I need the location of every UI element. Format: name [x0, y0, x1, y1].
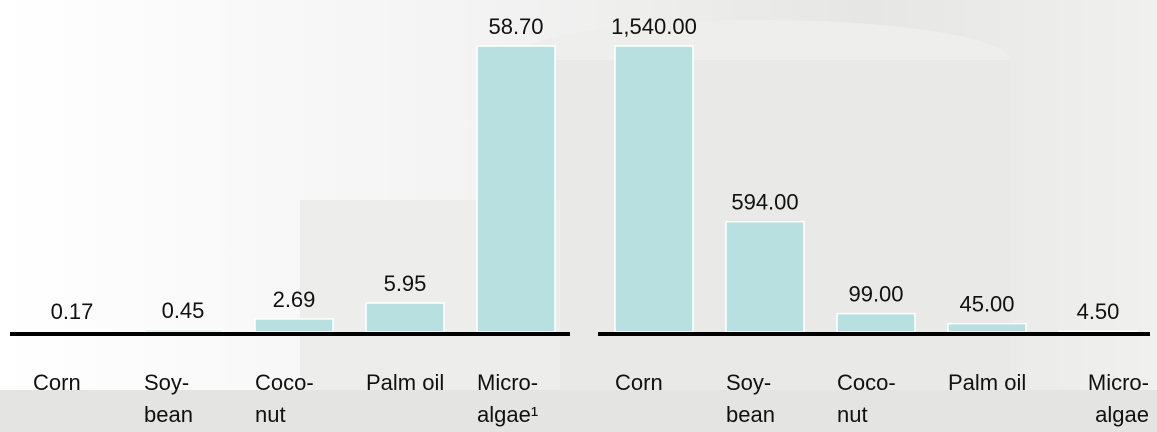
bar	[725, 220, 805, 333]
category-label: Palm oil	[366, 370, 444, 395]
category-label: Coco-	[837, 370, 896, 395]
bar	[614, 45, 694, 333]
value-label: 58.70	[488, 14, 543, 39]
value-label: 0.17	[51, 299, 94, 324]
bar	[947, 322, 1027, 333]
category-label: Coco-	[255, 370, 314, 395]
value-label: 99.00	[848, 282, 903, 307]
ground	[0, 390, 1157, 432]
bar	[32, 330, 112, 333]
bar	[365, 302, 445, 333]
category-label: bean	[726, 402, 775, 427]
bar	[254, 318, 334, 333]
value-label: 1,540.00	[611, 14, 697, 39]
bar	[1058, 330, 1138, 333]
category-label: algae	[1095, 402, 1149, 427]
category-label: algae¹	[477, 402, 538, 427]
value-label: 5.95	[384, 271, 427, 296]
value-label: 0.45	[162, 298, 205, 323]
category-label: nut	[255, 402, 286, 427]
category-label: Soy-	[144, 370, 189, 395]
value-label: 4.50	[1077, 299, 1120, 324]
category-label: Soy-	[726, 370, 771, 395]
category-label: Micro-	[1088, 370, 1149, 395]
value-label: 45.00	[959, 292, 1014, 317]
bar	[836, 312, 916, 333]
category-label: Palm oil	[948, 370, 1026, 395]
category-label: Micro-	[477, 370, 538, 395]
category-label: Corn	[33, 370, 81, 395]
category-label: nut	[837, 402, 868, 427]
value-label: 594.00	[731, 190, 798, 215]
bar	[476, 45, 556, 333]
value-label: 2.69	[273, 287, 316, 312]
category-label: bean	[144, 402, 193, 427]
category-label: Corn	[615, 370, 663, 395]
bar	[143, 329, 223, 333]
